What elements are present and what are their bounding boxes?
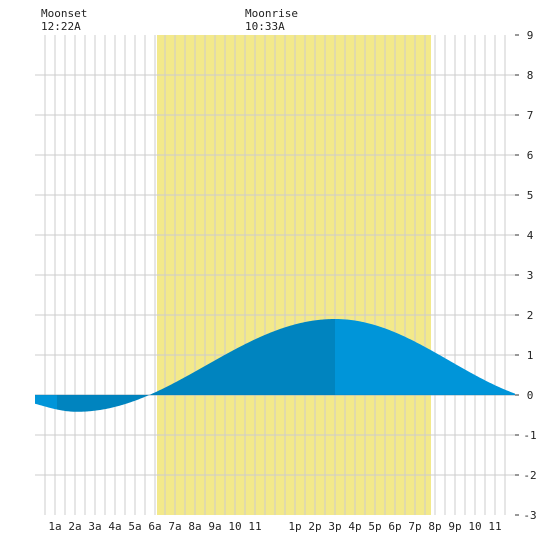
x-tick-label: 2p <box>308 520 321 533</box>
tide-area-segment <box>35 395 57 410</box>
x-tick-label: 4a <box>108 520 121 533</box>
moonrise-label: Moonrise <box>245 7 298 20</box>
x-tick-label: 10 <box>228 520 241 533</box>
moonrise-time: 10:33A <box>245 20 285 33</box>
x-tick-label: 6a <box>148 520 161 533</box>
x-tick-label: 4p <box>348 520 361 533</box>
y-tick-label: 0 <box>527 389 534 402</box>
tide-area-segment <box>155 319 335 395</box>
moonset-time-text: 12:22A <box>41 20 81 33</box>
moonrise-title: Moonrise <box>245 7 298 20</box>
x-tick-label: 1a <box>48 520 61 533</box>
y-tick-label: 1 <box>527 349 534 362</box>
moonset-label: Moonset <box>41 7 87 20</box>
x-tick-label: 10 <box>468 520 481 533</box>
x-tick-label: 9a <box>208 520 221 533</box>
x-tick-label: 3p <box>328 520 341 533</box>
x-tick-label: 3a <box>88 520 101 533</box>
y-tick-label: 3 <box>527 269 534 282</box>
y-tick-label: -2 <box>523 469 536 482</box>
x-tick-label: 11 <box>248 520 261 533</box>
tide-area-segment <box>57 392 155 412</box>
y-tick-label: 4 <box>527 229 534 242</box>
tide-area-segment <box>335 319 515 395</box>
x-tick-label: 8p <box>428 520 441 533</box>
x-tick-label: 5p <box>368 520 381 533</box>
x-tick-label: 7p <box>408 520 421 533</box>
y-tick-label: -3 <box>523 509 536 522</box>
x-tick-label: 7a <box>168 520 181 533</box>
moonset-title: Moonset <box>41 7 88 20</box>
moonset-time: 12:22A <box>41 20 81 33</box>
y-tick-label: 6 <box>527 149 534 162</box>
y-tick-label: 7 <box>527 109 534 122</box>
x-tick-label: 8a <box>188 520 201 533</box>
y-tick-label: 9 <box>527 29 534 42</box>
y-tick-label: -1 <box>523 429 536 442</box>
y-tick-label: 2 <box>527 309 534 322</box>
y-tick-label: 5 <box>527 189 534 202</box>
x-tick-label: 9p <box>448 520 461 533</box>
x-tick-label: 1p <box>288 520 301 533</box>
x-tick-label: 5a <box>128 520 141 533</box>
moonrise-time-text: 10:33A <box>245 20 285 33</box>
x-tick-label: 2a <box>68 520 81 533</box>
y-tick-label: 8 <box>527 69 534 82</box>
x-tick-label: 11 <box>488 520 501 533</box>
x-tick-label: 6p <box>388 520 401 533</box>
